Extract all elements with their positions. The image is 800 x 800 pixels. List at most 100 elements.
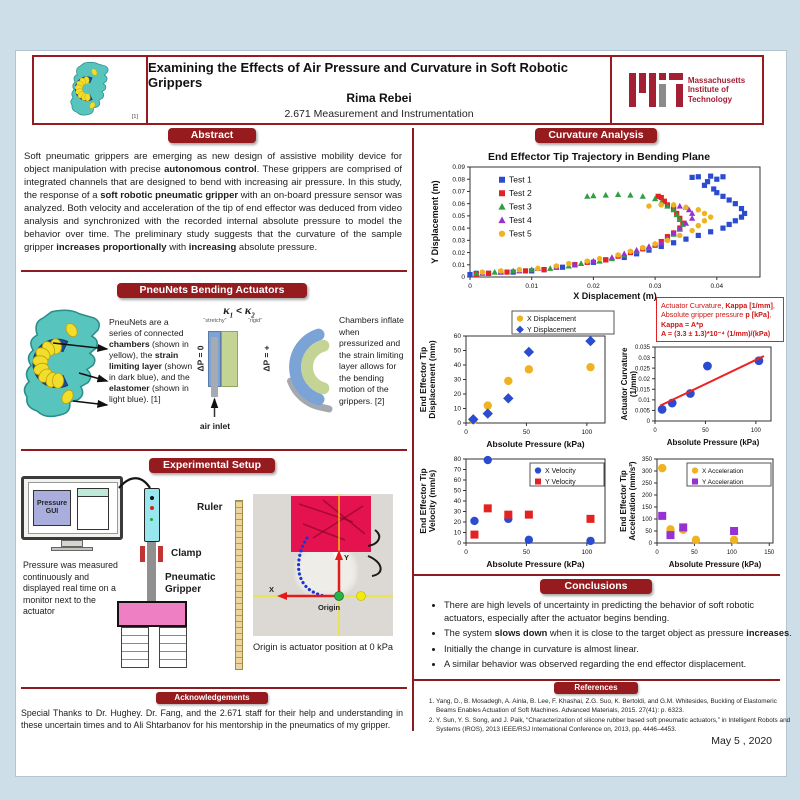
poster-course: 2.671 Measurement and Instrumentation [284, 108, 474, 120]
svg-text:Absolute Pressure (kPa): Absolute Pressure (kPa) [486, 559, 584, 569]
svg-text:50: 50 [523, 429, 531, 436]
svg-text:Velocity (mm/s): Velocity (mm/s) [427, 470, 437, 533]
velocity-chart: 0 50 100 0 10 20 30 40 50 60 70 80 Absolute Pressure… [414, 451, 619, 573]
svg-text:0: 0 [464, 429, 468, 436]
svg-text:20: 20 [454, 519, 462, 526]
displacement-chart: 0 50 100 0 10 20 30 40 50 60 Absolute Pressure (kP… [414, 309, 619, 453]
svg-text:30: 30 [454, 509, 462, 516]
svg-text:0.03: 0.03 [649, 283, 662, 290]
svg-text:X Displacement (m): X Displacement (m) [573, 291, 657, 301]
poster-author: Rima Rebei [346, 91, 412, 105]
svg-text:0.035: 0.035 [635, 345, 651, 351]
kappa2-subscript: 2 [251, 311, 255, 320]
photo-y-label: Y [344, 553, 349, 562]
window-titlebar [78, 489, 108, 497]
svg-text:50: 50 [691, 550, 698, 556]
annotation-arrows [52, 342, 219, 417]
svg-text:250: 250 [642, 481, 653, 487]
bellows-right [159, 627, 187, 668]
gripper-logo-icon [70, 61, 109, 116]
svg-text:X Velocity: X Velocity [545, 468, 576, 475]
sensor-dot-black [149, 496, 154, 500]
divider-references [414, 679, 780, 681]
mit-line2: Institute of [687, 85, 729, 95]
conclusion-item: The system slows down when it is close t… [444, 627, 796, 640]
conclusion-text: A similar behavior was observed regardin… [444, 659, 747, 669]
svg-text:0: 0 [647, 419, 651, 425]
svg-text:30: 30 [454, 377, 462, 384]
svg-text:Actuator Curvature: Actuator Curvature [620, 347, 629, 420]
svg-text:Displacement (mm): Displacement (mm) [427, 340, 437, 419]
pressure-gui-window: Pressure GUI [33, 490, 71, 526]
divider-pneunets [21, 449, 407, 451]
conclusions-heading: Conclusions [540, 579, 652, 594]
divider-conclusions [414, 574, 780, 576]
dp-zero-label: ΔP = 0 [195, 345, 206, 372]
mit-wordmark: Massachusetts Institute of Technology [688, 76, 745, 105]
svg-text:0.01: 0.01 [452, 262, 465, 269]
svg-text:0: 0 [457, 420, 461, 427]
references-list: Yang, D., B. Mosadegh, A. Ainla, B. Lee,… [422, 698, 798, 736]
setup-description: Pressure was measured continuously and d… [23, 560, 118, 616]
svg-text:0: 0 [468, 283, 472, 290]
actuator-photo: Y X Origin [253, 494, 393, 636]
pneunets-left-text: PneuNets are a series of connected chamb… [109, 317, 193, 404]
svg-text:0: 0 [655, 550, 659, 556]
trajectory-chart: End Effector Tip Trajectory in Bending P… [424, 147, 774, 305]
curvature-heading: Curvature Analysis [535, 128, 657, 143]
svg-text:100: 100 [751, 428, 762, 434]
svg-text:100: 100 [642, 517, 653, 523]
reference-item: Yang, D., B. Mosadegh, A. Ainla, B. Lee,… [436, 698, 798, 715]
mit-logo-icon [628, 73, 683, 107]
svg-text:Absolute Pressure (kPa): Absolute Pressure (kPa) [486, 439, 584, 449]
dp-plus-label: ΔP = + [261, 345, 272, 372]
mit-line3: Technology [687, 94, 733, 104]
svg-text:0.04: 0.04 [710, 283, 723, 290]
header-logo-cell: [1] [34, 57, 148, 123]
bent-actuator-illustration [287, 328, 333, 413]
svg-text:50: 50 [454, 488, 462, 495]
svg-text:0.01: 0.01 [525, 283, 538, 290]
svg-text:Y Displacement: Y Displacement [527, 327, 576, 334]
svg-text:End Effector Tip: End Effector Tip [619, 470, 628, 532]
references-heading: References [554, 682, 638, 694]
reference-item: Y. Sun, Y. S. Song, and J. Paik, “Charac… [436, 717, 798, 734]
svg-text:End Effector Tip: End Effector Tip [418, 347, 428, 413]
gripper-label: Pneumatic Gripper [165, 572, 216, 595]
divider-setup [21, 687, 407, 689]
svg-text:Test 1: Test 1 [509, 174, 532, 184]
monitor: Pressure GUI [21, 476, 123, 540]
abstract-heading: Abstract [168, 128, 256, 143]
monitor-stand [61, 540, 83, 547]
elastomer-rect [221, 331, 238, 387]
monitor-base [51, 547, 93, 551]
poster-date: May 5 , 2020 [711, 735, 772, 747]
pneunets-heading: PneuNets Bending Actuators [117, 283, 307, 298]
rigid-label: “rigid” [247, 318, 263, 324]
setup-heading: Experimental Setup [149, 458, 275, 473]
abstract-body: Soft pneumatic grippers are emerging as … [24, 151, 403, 253]
svg-text:300: 300 [642, 469, 653, 475]
svg-text:0: 0 [461, 274, 465, 281]
logo-citation: [1] [131, 114, 138, 120]
svg-text:70: 70 [454, 467, 462, 474]
svg-text:0.09: 0.09 [452, 164, 465, 171]
svg-text:0.07: 0.07 [452, 189, 465, 196]
svg-text:0.02: 0.02 [587, 283, 600, 290]
support-rod [147, 542, 156, 601]
svg-text:0.02: 0.02 [452, 250, 465, 257]
svg-text:0.03: 0.03 [452, 238, 465, 245]
clamp-label: Clamp [171, 548, 202, 559]
svg-text:40: 40 [454, 498, 462, 505]
svg-text:(1/mm): (1/mm) [629, 371, 638, 398]
svg-text:50: 50 [454, 348, 462, 355]
svg-text:200: 200 [642, 493, 653, 499]
cable [118, 477, 151, 489]
svg-text:150: 150 [642, 505, 653, 511]
svg-text:150: 150 [764, 550, 775, 556]
curvature-chart: 0 50 100 0 0.005 0.01 0.015 0.02 0.025 0.03 0.035 A… [617, 339, 781, 451]
secondary-window [77, 488, 109, 530]
svg-text:350: 350 [642, 457, 653, 463]
svg-text:0.005: 0.005 [635, 409, 651, 415]
